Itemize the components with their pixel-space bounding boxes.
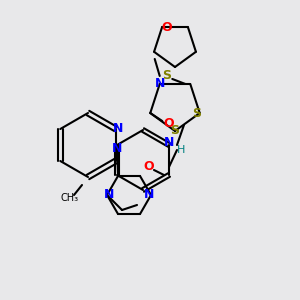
Text: S: S <box>192 106 201 119</box>
Text: O: O <box>162 21 172 34</box>
Text: N: N <box>112 142 122 154</box>
Text: N: N <box>112 122 123 136</box>
Text: H: H <box>177 145 185 155</box>
Text: N: N <box>104 188 114 202</box>
Text: O: O <box>163 116 174 130</box>
Text: S: S <box>170 124 179 137</box>
Text: N: N <box>164 136 174 148</box>
Text: N: N <box>154 77 165 91</box>
Text: O: O <box>144 160 154 173</box>
Text: S: S <box>162 70 171 83</box>
Text: N: N <box>144 188 154 202</box>
Text: CH₃: CH₃ <box>61 193 79 203</box>
